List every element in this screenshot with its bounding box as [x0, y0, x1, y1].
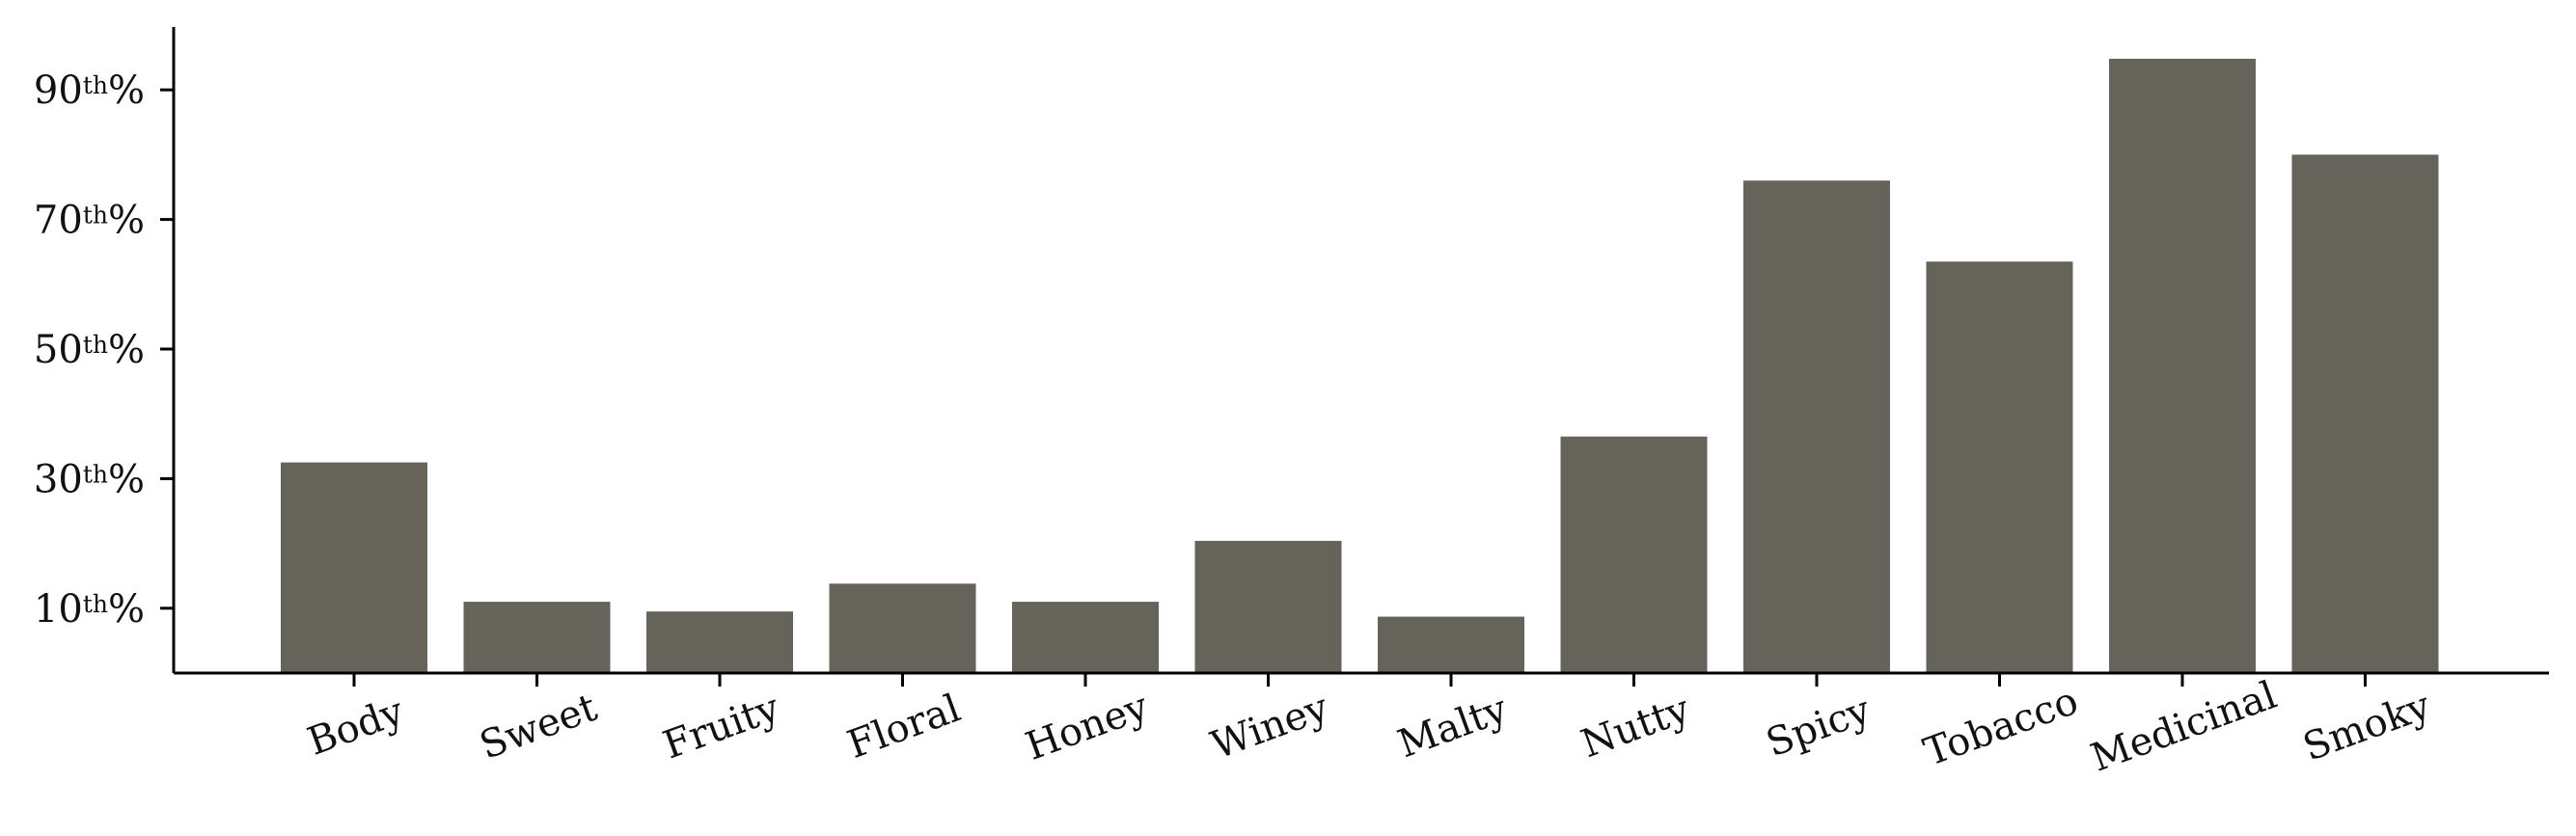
- x-tick-label: Honey: [1020, 685, 1154, 769]
- y-tick-label: 50th%: [34, 328, 145, 372]
- bar-winey: [1194, 540, 1342, 673]
- bar-smoky: [2291, 154, 2439, 673]
- y-tick-label: 10th%: [34, 587, 145, 632]
- bar-nutty: [1560, 436, 1708, 673]
- y-axis-ticks: 10th% 30th% 50th% 70th% 90th%: [34, 68, 174, 632]
- x-tick-label: Body: [302, 689, 410, 765]
- bar-fruity: [646, 611, 793, 673]
- x-tick-label: Fruity: [658, 686, 786, 769]
- bar-spicy: [1743, 180, 1890, 673]
- x-tick-label: Spicy: [1761, 688, 1877, 766]
- bar-honey: [1012, 602, 1159, 673]
- x-axis-ticks: Body Sweet Fruity Floral Honey Winey Malty Nutt…: [302, 673, 2436, 781]
- bar-floral: [829, 583, 976, 673]
- x-tick-label: Smoky: [2297, 684, 2436, 770]
- bars-group: [281, 58, 2439, 674]
- bar-tobacco: [1926, 261, 2073, 673]
- x-tick-label: Sweet: [474, 686, 602, 769]
- x-tick-label: Malty: [1392, 687, 1513, 767]
- x-tick-label: Tobacco: [1918, 679, 2084, 775]
- y-tick-label: 90th%: [34, 68, 145, 113]
- x-tick-label: Medicinal: [2085, 673, 2282, 781]
- bar-malty: [1378, 616, 1524, 673]
- bar-body: [281, 462, 427, 673]
- y-tick-label: 70th%: [34, 199, 145, 243]
- y-tick-label: 30th%: [34, 457, 145, 501]
- bar-medicinal: [2109, 58, 2256, 674]
- bar-sweet: [463, 602, 611, 673]
- x-tick-label: Nutty: [1576, 687, 1696, 767]
- x-tick-label: Floral: [842, 687, 967, 768]
- x-tick-label: Winey: [1206, 686, 1335, 769]
